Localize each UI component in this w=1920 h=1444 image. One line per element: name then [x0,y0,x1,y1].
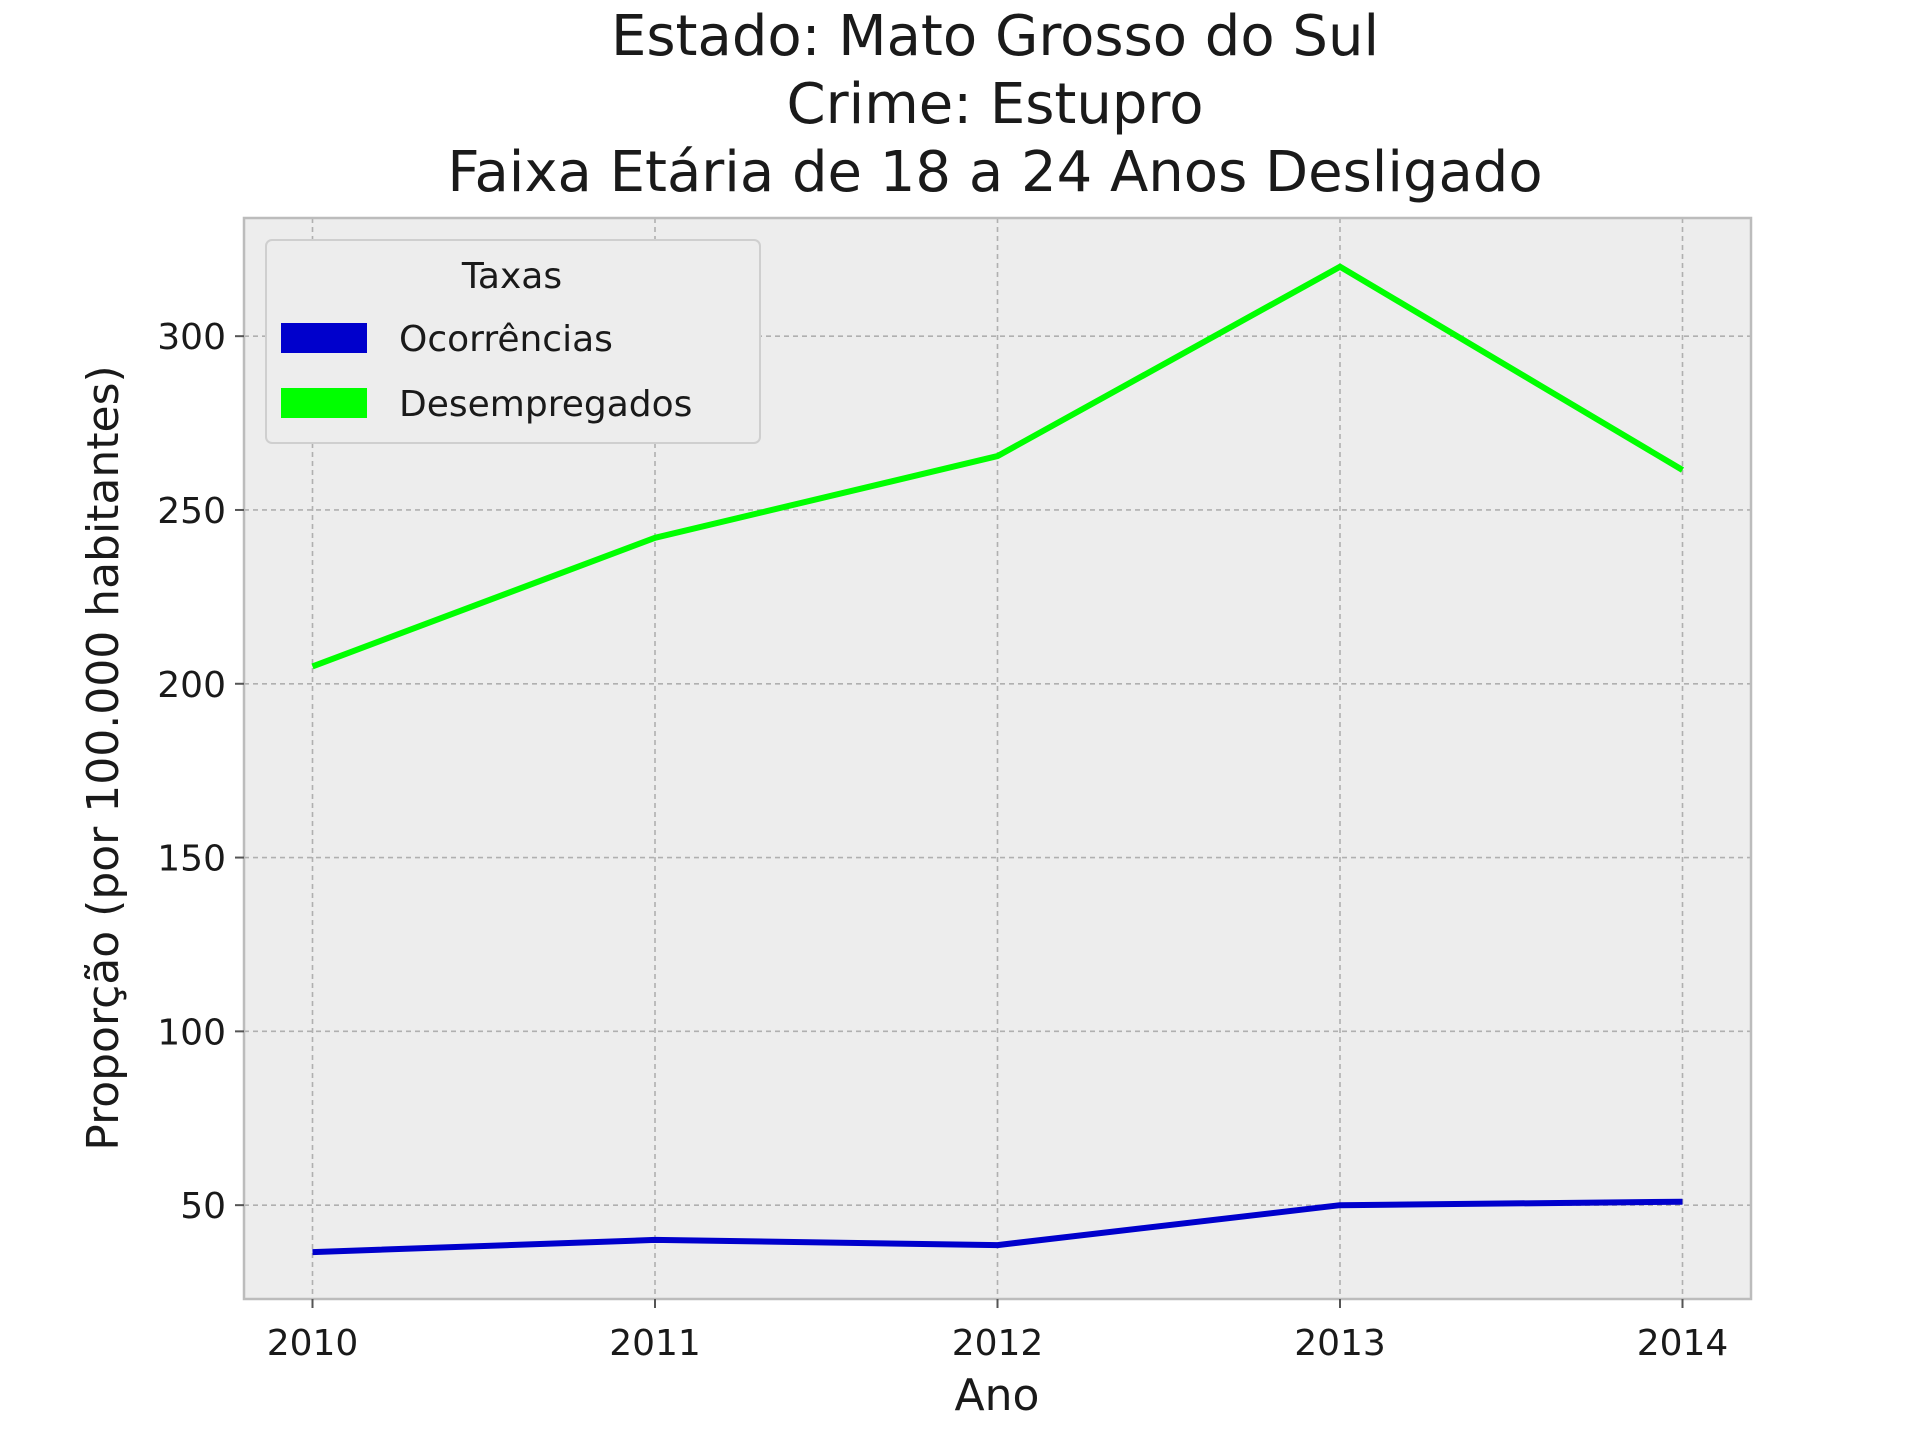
x-tick-label: 2012 [952,1323,1044,1364]
legend-label-desempregados: Desempregados [399,384,692,425]
legend-label-ocorrencias: Ocorrências [399,319,613,360]
legend-title: Taxas [461,256,562,297]
y-axis-label: Proporção (por 100.000 habitantes) [78,365,129,1150]
x-tick-label: 2014 [1637,1323,1729,1364]
legend-swatch-ocorrencias [281,323,367,353]
x-tick-label: 2010 [267,1323,359,1364]
y-tick-label: 50 [180,1186,226,1227]
y-tick-label: 200 [157,665,226,706]
legend: Taxas Ocorrências Desempregados [265,239,761,444]
legend-swatch-desempregados [281,388,367,418]
y-tick-label: 300 [157,317,226,358]
series-lines [311,263,1685,1256]
series-line-0 [312,1198,1683,1256]
x-tick-label: 2013 [1294,1323,1386,1364]
y-tick-label: 100 [157,1012,226,1053]
axis-ticks: 2010 2011 2012 2013 2014 50 100 150 200 250 300 [157,317,1728,1364]
y-tick-label: 250 [157,491,226,532]
x-axis-label: Ano [955,1370,1040,1421]
series-line-1 [311,263,1685,670]
chart-title-line-1: Estado: Mato Grosso do Sul [611,4,1379,69]
x-tick-label: 2011 [609,1323,701,1364]
legend-box [265,239,761,444]
chart-title-line-2: Crime: Estupro [787,72,1204,137]
chart-title-line-3: Faixa Etária de 18 a 24 Anos Desligado [447,140,1542,205]
y-tick-label: 150 [157,839,226,880]
